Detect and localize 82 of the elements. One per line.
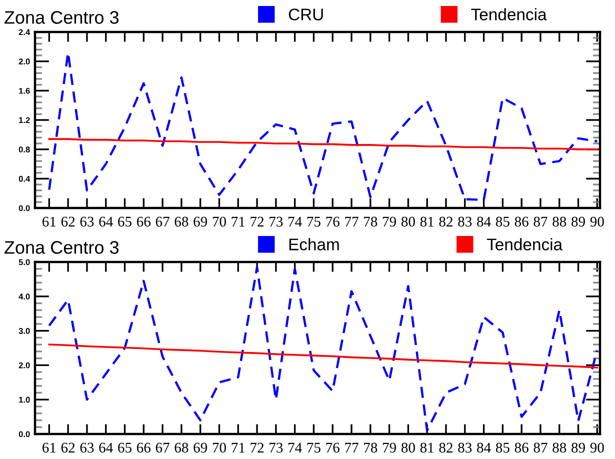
chart-title: Zona Centro 3 (4, 11, 119, 24)
x-tick-label: 68 (174, 442, 188, 453)
x-tick-label: 89 (572, 442, 585, 453)
x-tick-label: 61 (42, 442, 56, 453)
x-tick-label: 86 (514, 442, 528, 453)
y-tick-label: 3.0 (18, 328, 30, 334)
x-tick-label: 87 (534, 216, 548, 227)
y-tick-label: 0.4 (18, 176, 30, 182)
y-tick-label: 4.0 (18, 294, 30, 300)
x-tick-label: 81 (420, 442, 434, 453)
x-tick-label: 73 (270, 216, 283, 227)
x-tick-label: 68 (174, 216, 188, 227)
legend-label: CRU (288, 8, 323, 20)
y-tick-label: 0.8 (18, 146, 30, 152)
x-tick-label: 65 (118, 442, 132, 453)
x-tick-label: 84 (477, 442, 491, 453)
x-tick-label: 79 (382, 442, 396, 453)
y-tick-label: 5.0 (18, 259, 30, 266)
legend-label: Tendencia (471, 8, 547, 20)
x-tick-label: 70 (212, 216, 226, 227)
y-tick-label: 0.0 (18, 431, 30, 438)
x-tick-label: 78 (364, 216, 378, 227)
x-tick-label: 82 (439, 442, 452, 453)
x-tick-label: 77 (345, 216, 358, 226)
y-tick-label: 0.0 (18, 205, 30, 212)
x-tick-label: 61 (42, 216, 56, 227)
y-tick-label: 1.0 (19, 396, 30, 403)
y-tick-label: 2.0 (18, 58, 30, 64)
x-tick-label: 79 (382, 216, 396, 227)
x-tick-label: 74 (288, 216, 302, 226)
x-tick-label: 63 (80, 216, 94, 227)
legend-label: Tendencia (486, 238, 563, 250)
x-tick-label: 63 (80, 442, 94, 453)
x-tick-label: 87 (534, 442, 548, 453)
y-tick-label: 1.6 (19, 88, 30, 94)
x-tick-label: 90 (590, 442, 604, 453)
x-tick-label: 67 (156, 442, 170, 453)
x-tick-label: 62 (61, 216, 75, 227)
x-tick-label: 64 (99, 442, 113, 453)
x-tick-label: 76 (326, 442, 340, 453)
x-tick-label: 72 (250, 216, 264, 226)
x-tick-label: 78 (364, 442, 378, 453)
x-tick-label: 89 (572, 216, 585, 227)
x-tick-label: 76 (326, 216, 340, 227)
x-tick-label: 80 (401, 216, 415, 227)
x-tick-label: 70 (212, 442, 226, 453)
line-series (48, 344, 598, 369)
x-tick-label: 85 (496, 216, 510, 227)
y-tick-label: 2.0 (18, 362, 30, 368)
x-tick-label: 88 (552, 216, 566, 227)
x-tick-label: 84 (477, 216, 491, 227)
chart-title: Zona Centro 3 (4, 241, 119, 254)
x-tick-label: 75 (307, 216, 320, 227)
x-tick-label: 86 (514, 216, 528, 227)
x-tick-label: 75 (307, 442, 320, 453)
x-tick-label: 81 (420, 216, 434, 227)
x-tick-label: 69 (194, 216, 208, 227)
x-tick-label: 80 (401, 442, 415, 453)
x-tick-label: 66 (136, 442, 151, 453)
x-tick-label: 74 (288, 442, 302, 452)
x-tick-label: 85 (496, 442, 510, 453)
y-tick-label: 1.2 (19, 117, 30, 124)
line-series (48, 138, 598, 150)
x-tick-label: 77 (345, 442, 358, 452)
x-tick-label: 67 (156, 216, 170, 227)
x-tick-label: 69 (194, 442, 208, 453)
x-tick-label: 83 (458, 216, 472, 227)
x-tick-label: 71 (232, 216, 245, 226)
x-tick-label: 65 (118, 216, 132, 227)
legend-label: Echam (289, 238, 339, 250)
x-tick-label: 72 (250, 442, 264, 452)
line-series (48, 266, 598, 432)
x-tick-label: 90 (590, 216, 604, 227)
x-tick-label: 88 (552, 442, 566, 453)
x-tick-label: 66 (136, 216, 151, 227)
x-tick-label: 73 (270, 442, 283, 453)
x-tick-label: 62 (61, 442, 75, 453)
x-tick-label: 83 (458, 442, 472, 453)
y-tick-label: 2.4 (18, 29, 30, 36)
x-tick-label: 71 (232, 442, 245, 452)
x-tick-label: 82 (439, 216, 452, 227)
x-tick-label: 64 (99, 216, 113, 227)
